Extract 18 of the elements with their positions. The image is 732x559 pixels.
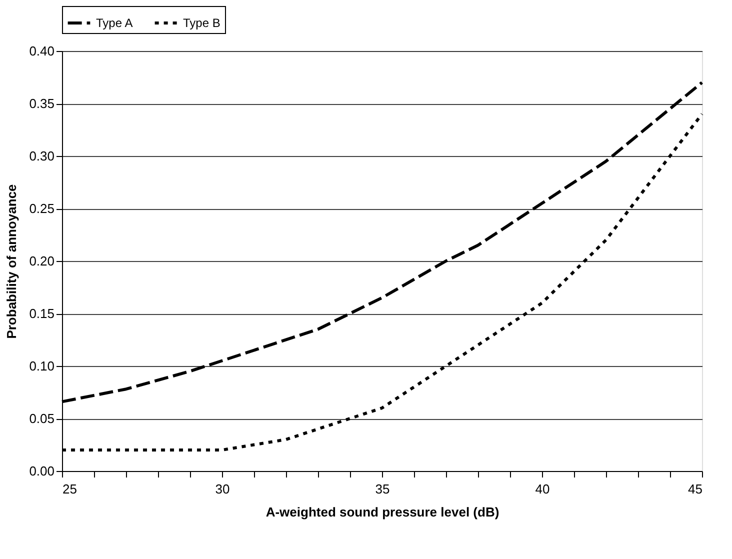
legend-label: Type A	[96, 16, 133, 30]
y-tick-label: 0.35	[29, 96, 54, 111]
x-tick-label: 30	[215, 482, 230, 496]
y-tick-label: 0.05	[29, 411, 54, 426]
x-axis-title: A-weighted sound pressure level (dB)	[266, 504, 500, 520]
legend-label: Type B	[183, 16, 220, 30]
x-tick-label: 45	[688, 482, 702, 496]
x-tick-label: 40	[535, 482, 550, 496]
y-tick-label: 0.15	[29, 306, 54, 321]
y-tick-label: 0.20	[29, 254, 54, 268]
x-tick-label: 35	[375, 482, 390, 496]
y-tick-label: 0.40	[29, 44, 54, 58]
y-axis-title: Probability of annoyance	[4, 184, 20, 339]
y-tick-label: 0.25	[29, 201, 54, 216]
y-tick-label: 0.00	[29, 464, 54, 478]
y-tick-label: 0.30	[29, 148, 54, 164]
y-tick-label: 0.10	[29, 358, 54, 374]
x-tick-label: 25	[62, 482, 77, 496]
